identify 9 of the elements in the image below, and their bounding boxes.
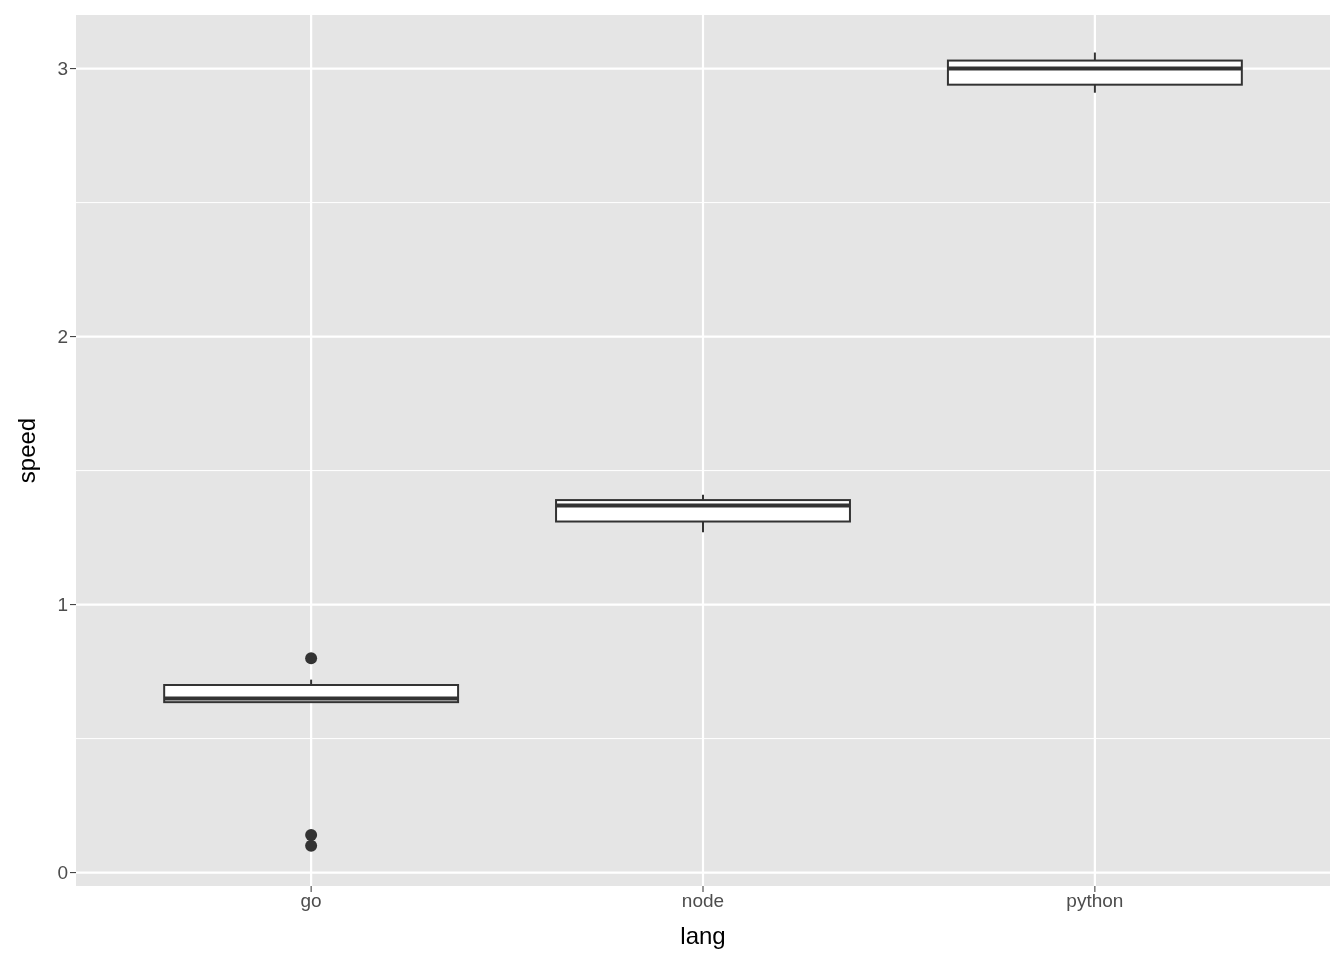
y-axis-title: speed [12, 417, 40, 484]
x-tick-label: python [1066, 890, 1124, 912]
x-axis-title: lang [680, 922, 726, 949]
y-tick-label: 3 [57, 58, 68, 80]
y-tick-label: 0 [57, 862, 68, 884]
y-tick-label: 2 [57, 326, 68, 348]
y-tick-label: 1 [57, 594, 68, 616]
x-tick-label: node [681, 890, 725, 912]
x-tick-label: go [300, 890, 322, 912]
